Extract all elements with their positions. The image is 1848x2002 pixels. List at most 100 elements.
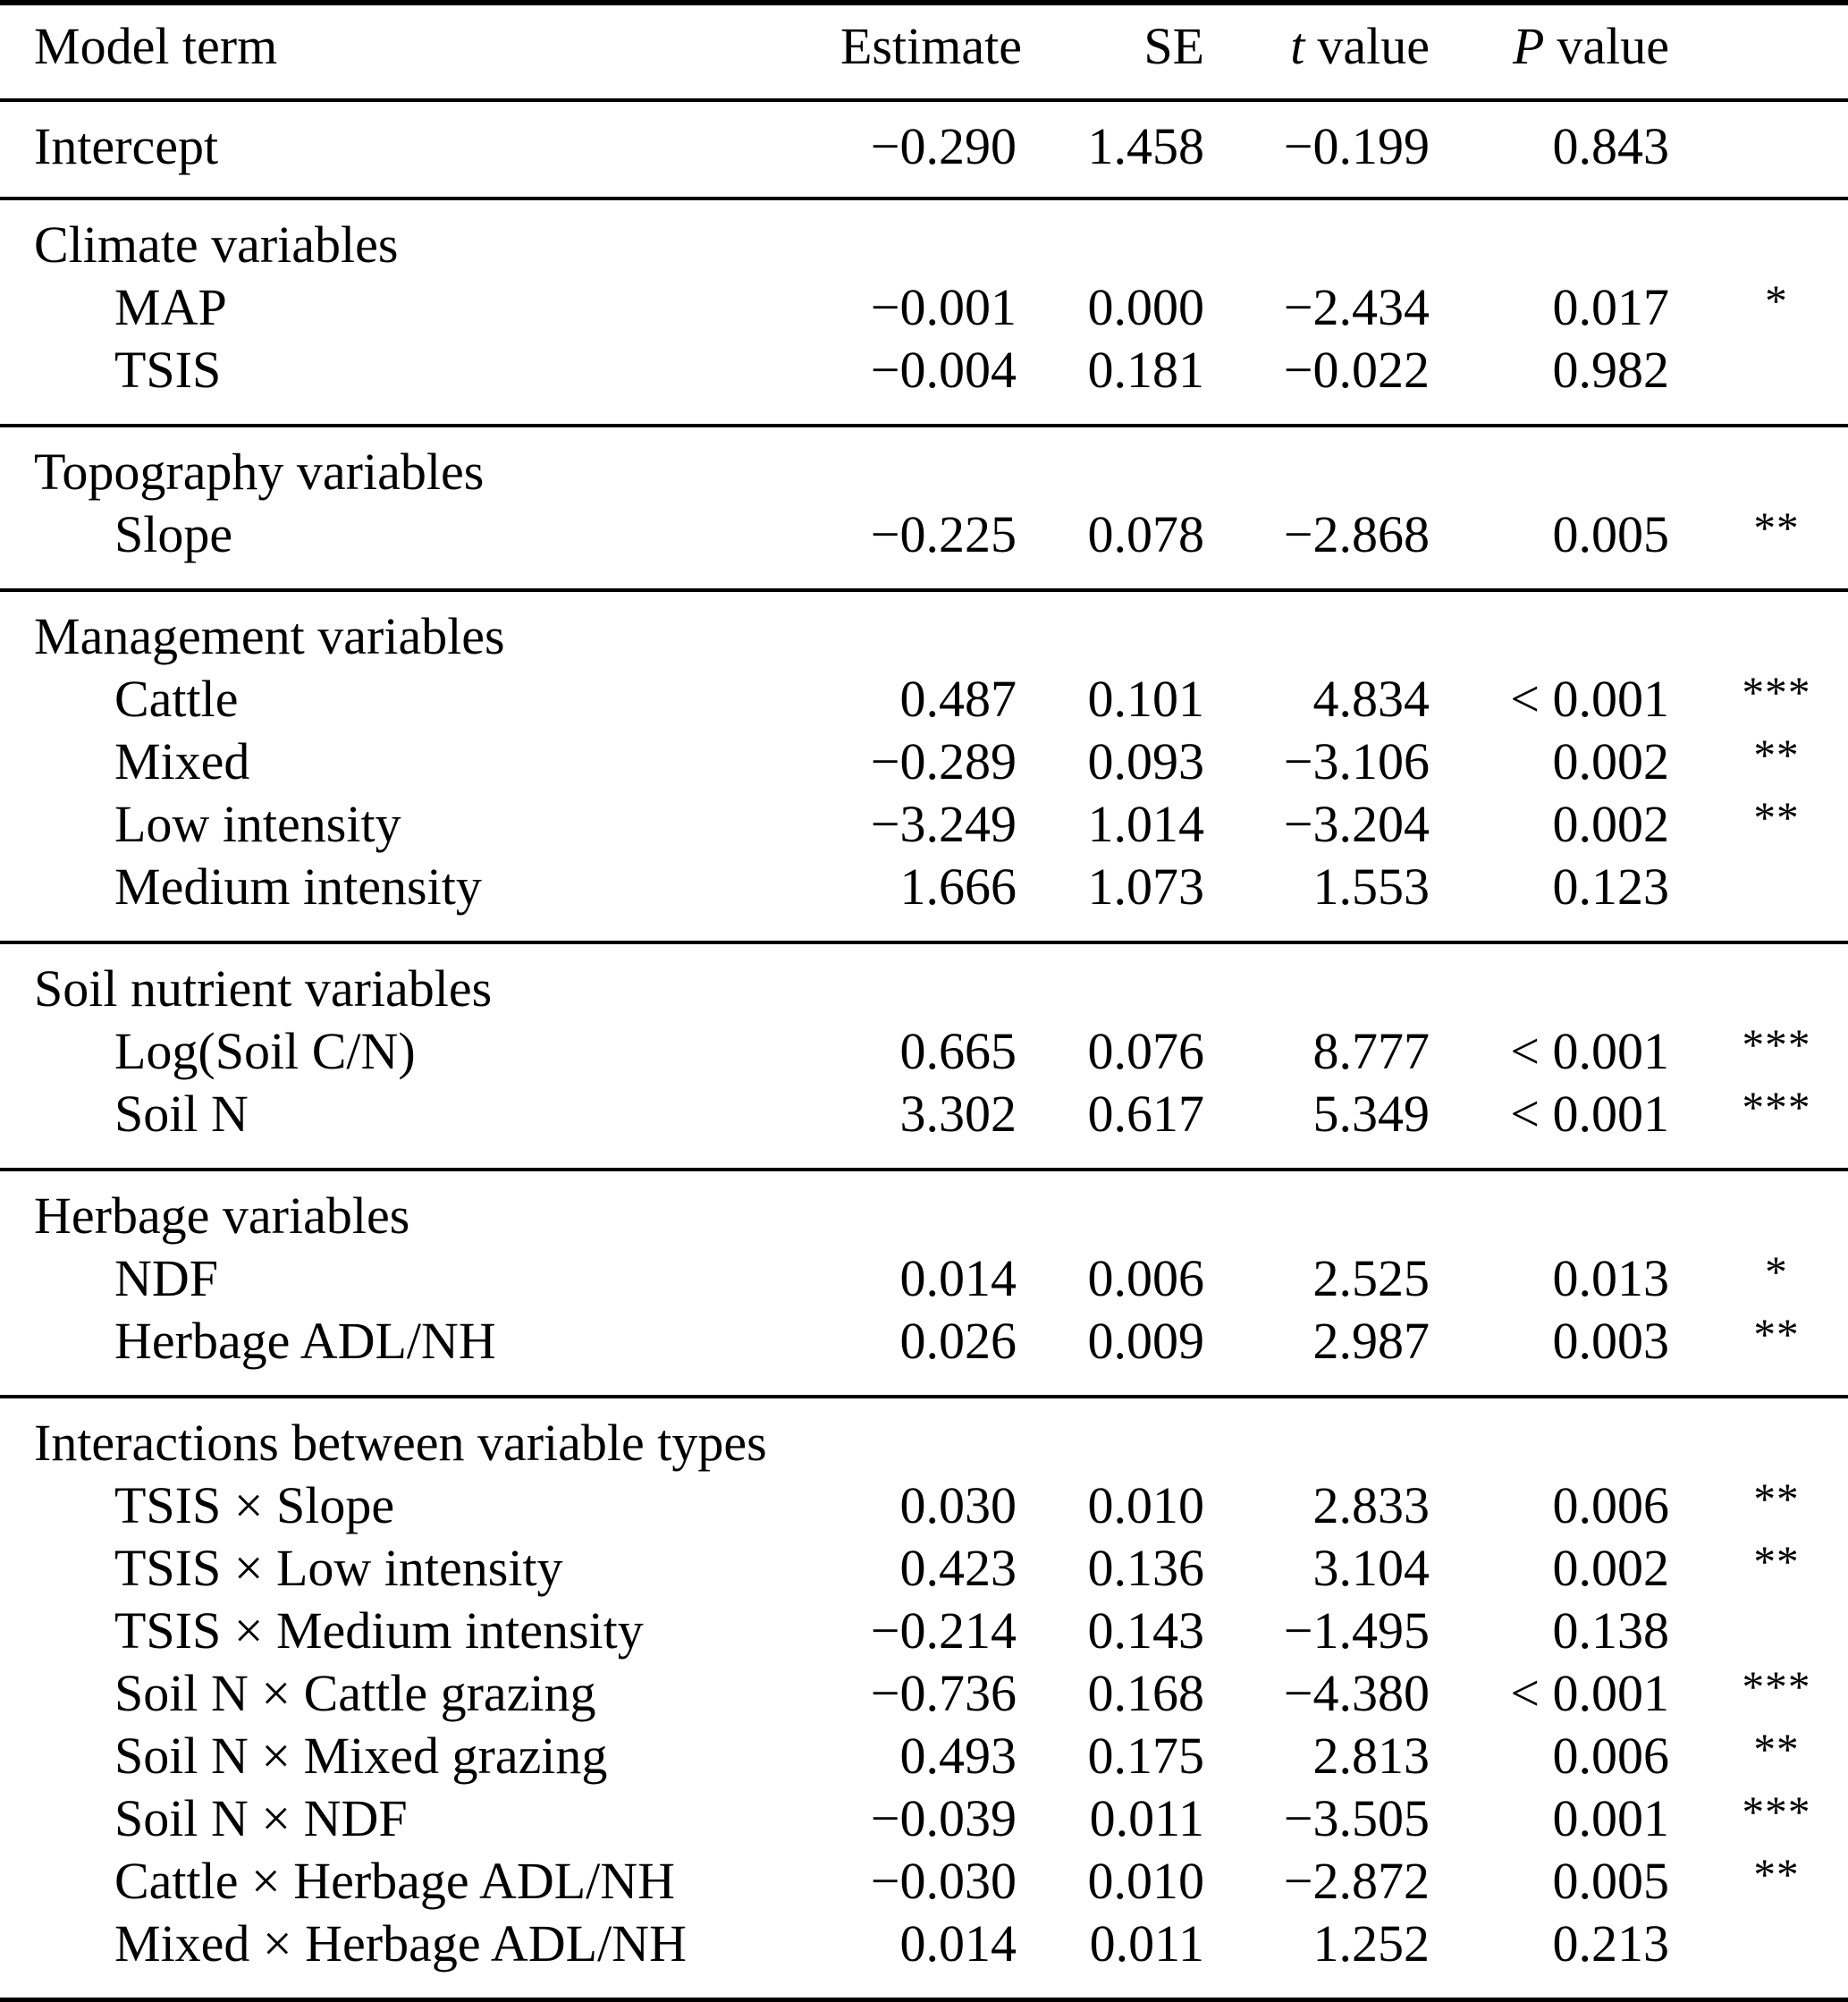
section-intercept: Intercept −0.290 1.458 −0.199 0.843 (0, 102, 1848, 197)
row-term: TSIS × Medium intensity (114, 1601, 644, 1660)
estimate-cell: 0.665 (899, 1021, 1017, 1080)
estimate-cell: −0.289 (870, 731, 1017, 790)
se-cell: 0.011 (1089, 1913, 1204, 1972)
significance-cell: ** (1753, 1724, 1800, 1774)
p-cell: 0.006 (1552, 1475, 1670, 1534)
se-cell: 0.000 (1087, 277, 1205, 336)
p-symbol: P (1512, 16, 1545, 75)
significance-cell: ** (1753, 730, 1800, 780)
t-cell: −1.495 (1283, 1601, 1430, 1660)
se-cell: 0.136 (1087, 1538, 1205, 1597)
t-cell: −2.434 (1283, 277, 1430, 336)
column-header-model-term: Model term (34, 16, 278, 75)
t-cell: −0.022 (1283, 340, 1430, 399)
p-value-word: value (1557, 16, 1669, 75)
p-cell: 0.005 (1552, 504, 1670, 563)
estimate-cell: 0.014 (899, 1248, 1017, 1307)
section-divider-rule (0, 588, 1848, 592)
estimate-cell: 0.026 (899, 1311, 1017, 1370)
significance-cell: ** (1753, 1536, 1800, 1586)
table-row: Mixed −0.289 0.093 −3.106 0.002 ** (0, 730, 1848, 792)
table-row: Mixed × Herbage ADL/NH 0.014 0.011 1.252… (0, 1912, 1848, 1974)
se-cell: 0.101 (1087, 669, 1205, 728)
section-interactions: Interactions between variable types TSIS… (0, 1398, 1848, 1998)
t-cell: 5.349 (1312, 1084, 1430, 1143)
se-cell: 1.458 (1087, 116, 1205, 175)
column-header-se: SE (1143, 16, 1204, 75)
estimate-cell: −0.736 (870, 1663, 1017, 1722)
t-cell: 2.813 (1312, 1726, 1430, 1785)
section-label: Herbage variables (34, 1186, 410, 1245)
table-row: TSIS × Slope 0.030 0.010 2.833 0.006 ** (0, 1474, 1848, 1536)
row-term: Soil N (114, 1084, 249, 1143)
table-row: Cattle 0.487 0.101 4.834 < 0.001 *** (0, 667, 1848, 730)
significance-cell: *** (1742, 1661, 1811, 1711)
se-cell: 0.078 (1087, 504, 1205, 563)
section-climate-variables: Climate variables MAP −0.001 0.000 −2.43… (0, 200, 1848, 424)
p-cell: 0.002 (1552, 794, 1670, 853)
section-label: Topography variables (34, 442, 485, 501)
section-label-row: Topography variables (0, 440, 1848, 503)
section-label: Management variables (34, 606, 505, 665)
t-cell: 3.104 (1312, 1538, 1430, 1597)
section-topography-variables: Topography variables Slope −0.225 0.078 … (0, 427, 1848, 588)
section-divider-rule (0, 1395, 1848, 1398)
t-symbol: t (1290, 16, 1305, 75)
p-cell: 0.002 (1552, 731, 1670, 790)
t-cell: 2.525 (1312, 1248, 1430, 1307)
row-term: TSIS (114, 340, 222, 399)
t-cell: −2.868 (1283, 504, 1430, 563)
p-cell: 0.123 (1552, 857, 1670, 916)
t-cell: −3.204 (1283, 794, 1430, 853)
row-term: TSIS × Slope (114, 1475, 395, 1534)
p-cell: < 0.001 (1510, 1663, 1669, 1722)
p-cell: 0.213 (1552, 1913, 1670, 1972)
p-cell: 0.006 (1552, 1726, 1670, 1785)
section-label-row: Interactions between variable types (0, 1411, 1848, 1474)
t-cell: 1.553 (1312, 857, 1430, 916)
row-term: Mixed (114, 731, 250, 790)
t-cell: −2.872 (1283, 1851, 1430, 1910)
section-herbage-variables: Herbage variables NDF 0.014 0.006 2.525 … (0, 1171, 1848, 1395)
significance-cell: * (1765, 275, 1788, 325)
significance-cell: ** (1753, 1474, 1800, 1524)
row-term: TSIS × Low intensity (114, 1538, 563, 1597)
table-row: TSIS −0.004 0.181 −0.022 0.982 (0, 338, 1848, 401)
estimate-cell: 1.666 (899, 857, 1017, 916)
row-term: NDF (114, 1248, 219, 1307)
estimate-cell: −0.001 (870, 277, 1017, 336)
estimate-cell: −0.225 (870, 504, 1017, 563)
t-cell: −3.106 (1283, 731, 1430, 790)
section-label-row: Herbage variables (0, 1184, 1848, 1246)
section-divider-rule (0, 941, 1848, 944)
t-cell: 2.987 (1312, 1311, 1430, 1370)
t-cell: 1.252 (1312, 1913, 1430, 1972)
se-cell: 0.076 (1087, 1021, 1205, 1080)
row-term: Low intensity (114, 794, 401, 853)
p-cell: 0.003 (1552, 1311, 1670, 1370)
se-cell: 0.617 (1087, 1084, 1205, 1143)
t-cell: 8.777 (1312, 1021, 1430, 1080)
estimate-cell: 0.493 (899, 1726, 1017, 1785)
estimate-cell: −0.290 (870, 116, 1017, 175)
p-cell: 0.001 (1552, 1788, 1670, 1847)
t-cell: −0.199 (1283, 116, 1430, 175)
section-label-row: Management variables (0, 604, 1848, 667)
estimate-cell: −0.039 (870, 1788, 1017, 1847)
significance-cell: *** (1742, 667, 1811, 717)
p-cell: < 0.001 (1510, 1021, 1669, 1080)
row-term: Log(Soil C/N) (114, 1021, 416, 1080)
table-row: Soil N × Cattle grazing −0.736 0.168 −4.… (0, 1661, 1848, 1724)
table-row: Log(Soil C/N) 0.665 0.076 8.777 < 0.001 … (0, 1019, 1848, 1082)
estimate-cell: 0.014 (899, 1913, 1017, 1972)
table-row: Low intensity −3.249 1.014 −3.204 0.002 … (0, 792, 1848, 855)
t-cell: 4.834 (1312, 669, 1430, 728)
se-cell: 0.093 (1087, 731, 1205, 790)
row-term: Herbage ADL/NH (114, 1311, 496, 1370)
p-cell: 0.982 (1552, 340, 1670, 399)
se-cell: 0.011 (1089, 1788, 1204, 1847)
section-label-row: Climate variables (0, 213, 1848, 275)
